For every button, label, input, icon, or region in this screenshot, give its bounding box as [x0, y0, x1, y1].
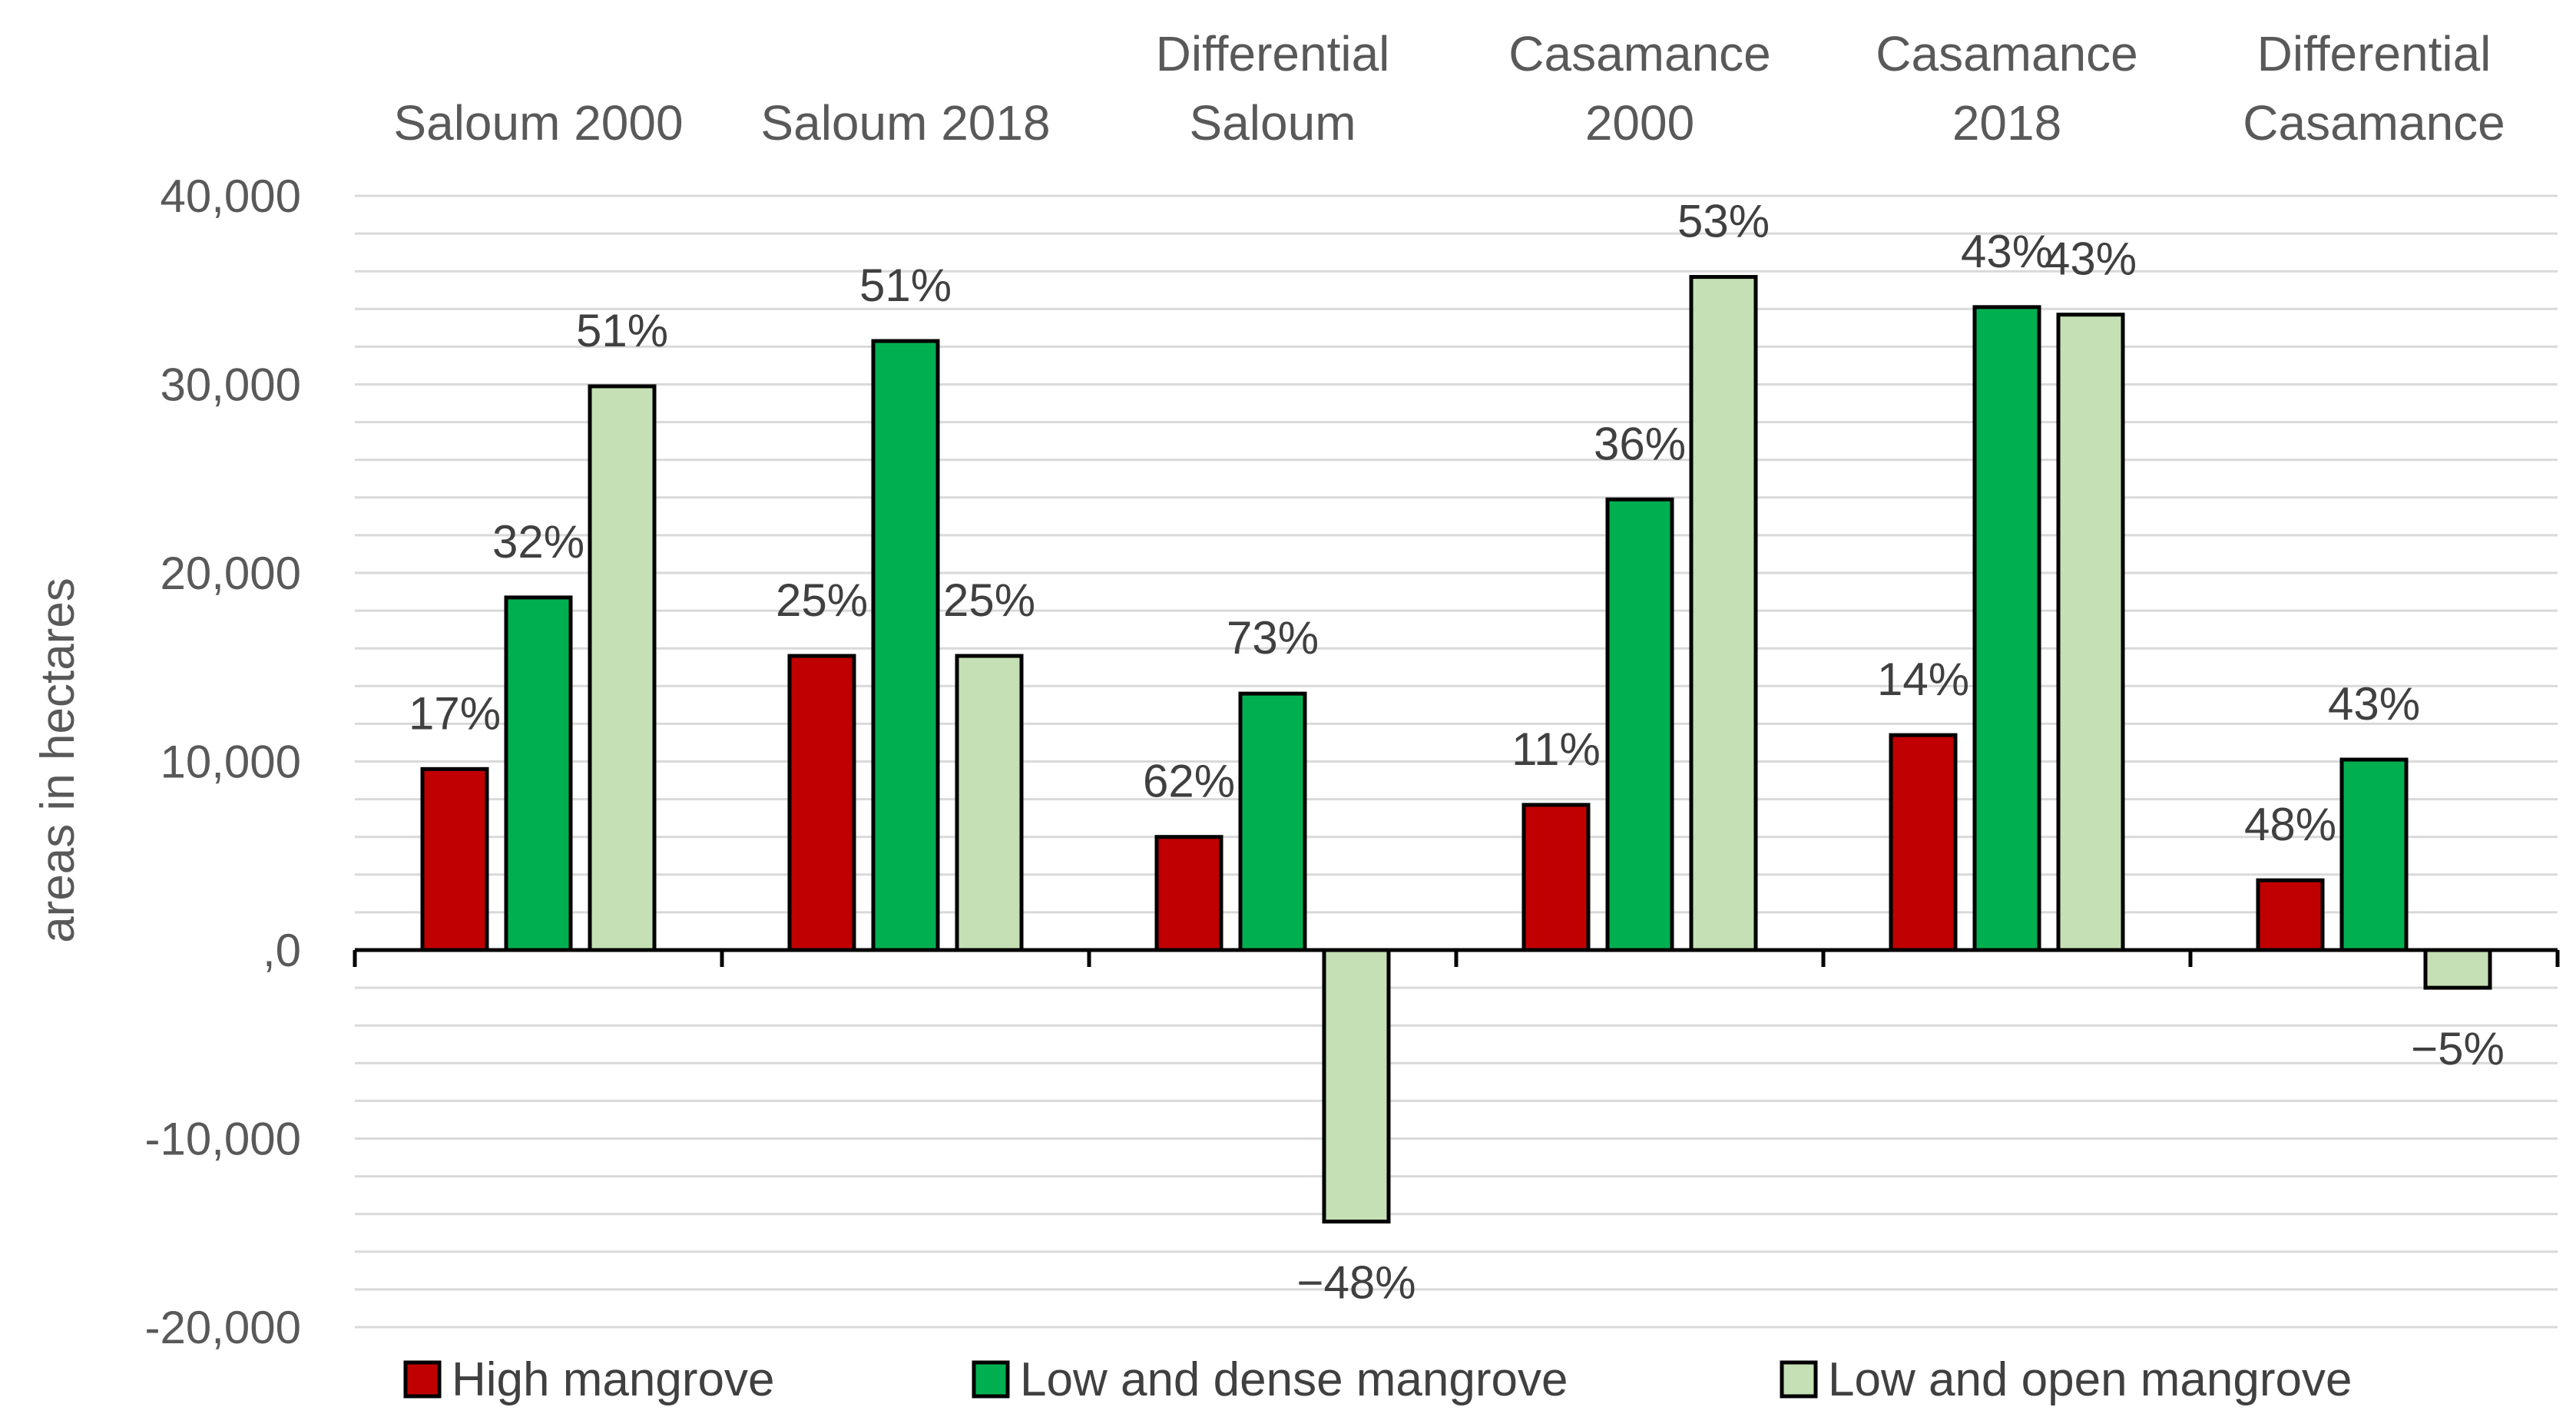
y-tick-label: 30,000 [160, 359, 301, 411]
bar [955, 654, 1024, 952]
bar [1889, 733, 1958, 952]
category-label: Differential Saloum [1156, 26, 1390, 151]
category-label: Casamance 2018 [1876, 26, 2138, 151]
data-label: 14% [1877, 654, 1969, 705]
legend-label: High mangrove [452, 1353, 774, 1406]
data-label: 17% [409, 687, 501, 739]
legend-swatch [1780, 1360, 1818, 1399]
bar [1521, 803, 1591, 952]
bar [1154, 835, 1223, 952]
category-label: Saloum 2000 [393, 95, 683, 151]
data-label: 51% [859, 260, 952, 311]
data-label: 73% [1227, 612, 1319, 664]
data-label: 53% [1677, 196, 1770, 247]
data-label: 25% [776, 574, 868, 626]
data-label: 43% [2045, 233, 2137, 285]
data-label: 43% [1961, 226, 2053, 277]
legend: High mangrove Low and dense mangrove Low a… [403, 1353, 2352, 1406]
grid-lines [355, 194, 2558, 1329]
bar [504, 595, 573, 952]
data-label: −48% [1296, 1257, 1415, 1309]
y-tick-label: -20,000 [145, 1302, 302, 1353]
data-label: 25% [943, 574, 1035, 626]
bar [787, 654, 856, 952]
bar [2339, 757, 2409, 952]
category-labels: Saloum 2000 Saloum 2018 Differential Saloum… [393, 26, 2505, 151]
y-tick-label: ,0 [263, 925, 301, 976]
bar [420, 766, 489, 952]
bar [588, 384, 657, 952]
y-axis-ticks: 40,000 30,000 20,000 10,000 ,0 -10,000 -20,000 [145, 171, 302, 1353]
data-labels: 17%25%62%11%14%48%32%51%73%36%43%43%51%2… [409, 196, 2505, 1309]
y-tick-label: -10,000 [145, 1114, 302, 1165]
data-label: 51% [576, 305, 668, 356]
x-axis [353, 948, 2560, 967]
data-label: −5% [2411, 1023, 2505, 1074]
y-tick-label: 40,000 [160, 171, 301, 222]
data-label: 32% [492, 516, 584, 568]
bar [2423, 948, 2492, 990]
data-label: 48% [2244, 799, 2336, 850]
bar [2256, 878, 2325, 952]
bar [1605, 497, 1674, 952]
y-tick-label: 10,000 [160, 737, 301, 788]
y-tick-label: 20,000 [160, 548, 301, 599]
bar [1322, 948, 1391, 1224]
data-label: 62% [1143, 756, 1235, 807]
bar [2056, 313, 2125, 952]
legend-swatch [403, 1360, 442, 1399]
data-label: 11% [1511, 723, 1601, 775]
legend-swatch [972, 1360, 1010, 1399]
data-label: 43% [2328, 678, 2420, 730]
legend-label: Low and open mangrove [1828, 1353, 2352, 1406]
bar [1689, 275, 1758, 952]
bar [871, 339, 940, 952]
bar [1238, 691, 1307, 952]
legend-label: Low and dense mangrove [1020, 1353, 1568, 1406]
data-label: 36% [1594, 418, 1686, 469]
category-label: Differential Casamance [2243, 26, 2505, 151]
bars [420, 275, 2492, 1224]
bar [1972, 305, 2041, 952]
category-label: Casamance 2000 [1508, 26, 1771, 151]
y-axis-label: areas in hectares [31, 578, 84, 943]
category-label: Saloum 2018 [760, 95, 1050, 151]
